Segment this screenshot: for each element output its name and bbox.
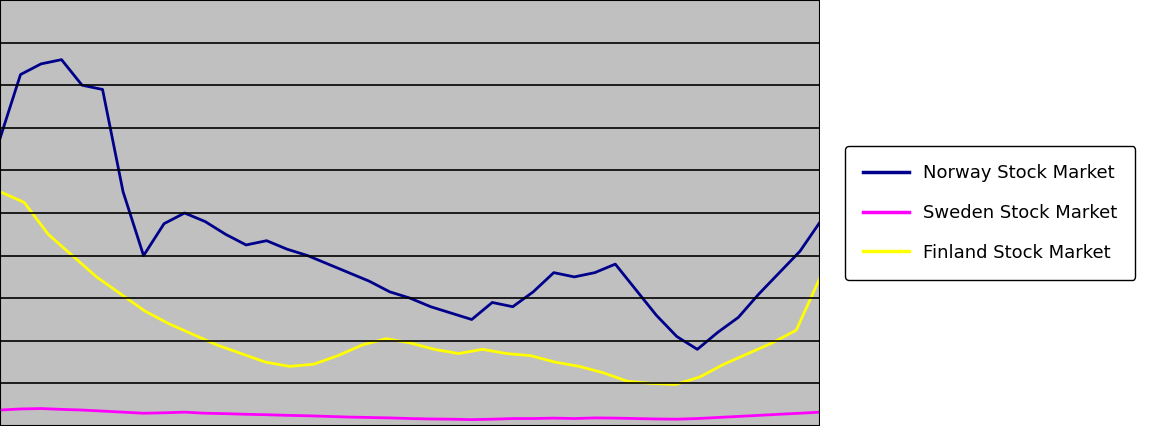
Legend: Norway Stock Market, Sweden Stock Market, Finland Stock Market: Norway Stock Market, Sweden Stock Market… bbox=[845, 146, 1136, 280]
